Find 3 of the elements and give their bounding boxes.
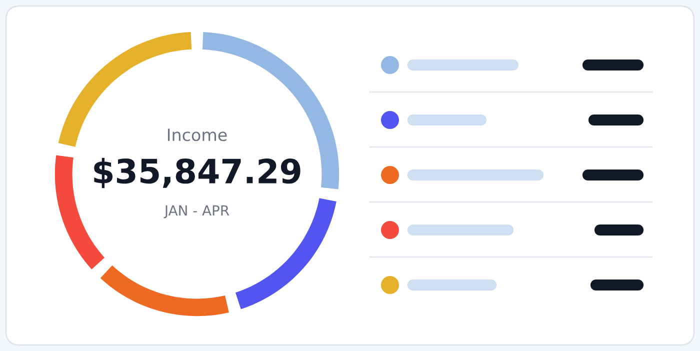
text: Income xyxy=(168,128,227,142)
text: JAN - APR xyxy=(164,205,230,218)
text: $35,847.29 xyxy=(94,158,300,188)
